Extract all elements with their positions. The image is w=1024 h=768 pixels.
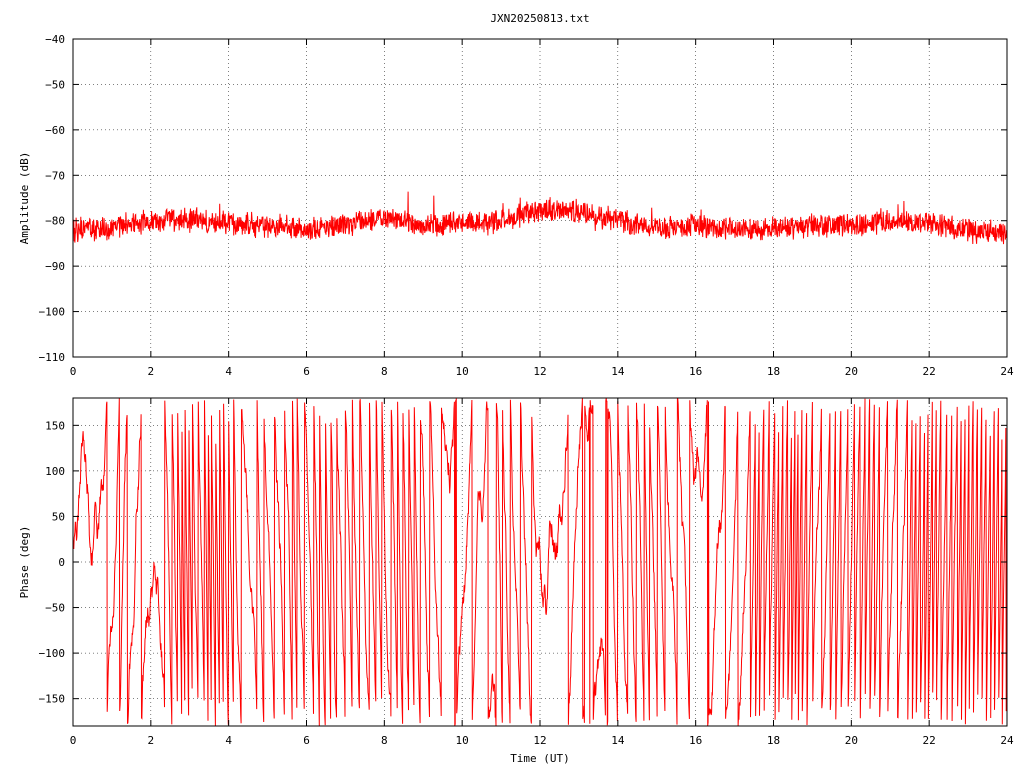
amplitude-y-tick-label: −80 <box>45 215 65 228</box>
phase-series-line <box>72 398 1008 726</box>
phase-x-tick-label: 24 <box>1000 734 1014 747</box>
amplitude-series-line <box>72 191 1008 245</box>
phase-x-tick-label: 16 <box>689 734 702 747</box>
phase-x-ticks: 0 2 4 6 8 10 12 14 16 18 20 22 24 <box>70 398 1014 747</box>
phase-y-tick-label: −150 <box>39 693 66 706</box>
phase-trace <box>72 398 1008 726</box>
phase-y-tick-label: 50 <box>52 510 65 523</box>
amplitude-x-tick-label: 12 <box>533 365 546 378</box>
phase-x-label: Time (UT) <box>510 752 570 765</box>
phase-x-tick-label: 22 <box>923 734 936 747</box>
phase-x-tick-label: 6 <box>303 734 310 747</box>
phase-y-label: Phase (deg) <box>18 526 31 599</box>
amplitude-y-tick-label: −110 <box>39 351 66 364</box>
amplitude-x-tick-label: 0 <box>70 365 77 378</box>
phase-y-tick-label: 0 <box>58 556 65 569</box>
phase-y-tick-label: −50 <box>45 602 65 615</box>
amplitude-x-tick-label: 2 <box>148 365 155 378</box>
amplitude-x-ticks: 0 2 4 6 8 10 12 14 16 18 20 22 24 <box>70 39 1014 378</box>
amplitude-y-label: Amplitude (dB) <box>18 152 31 245</box>
phase-x-tick-label: 2 <box>148 734 155 747</box>
amplitude-y-tick-label: −100 <box>39 306 66 319</box>
amplitude-y-tick-label: −40 <box>45 33 65 46</box>
phase-y-tick-label: 100 <box>45 465 65 478</box>
phase-x-tick-label: 4 <box>225 734 232 747</box>
amplitude-trace <box>72 191 1008 245</box>
amplitude-x-tick-label: 8 <box>381 365 388 378</box>
amplitude-x-tick-label: 20 <box>845 365 858 378</box>
amplitude-grid <box>73 39 1007 357</box>
phase-x-tick-label: 14 <box>611 734 625 747</box>
amplitude-x-tick-label: 18 <box>767 365 780 378</box>
amplitude-x-tick-label: 24 <box>1000 365 1014 378</box>
phase-x-tick-label: 0 <box>70 734 77 747</box>
phase-y-tick-label: −100 <box>39 647 66 660</box>
amplitude-x-tick-label: 6 <box>303 365 310 378</box>
amplitude-x-tick-label: 16 <box>689 365 702 378</box>
amplitude-x-tick-label: 22 <box>923 365 936 378</box>
chart-title: JXN20250813.txt <box>490 12 589 25</box>
amplitude-frame <box>72 38 1008 358</box>
phase-x-tick-label: 18 <box>767 734 780 747</box>
phase-x-tick-label: 10 <box>456 734 469 747</box>
phase-x-tick-label: 20 <box>845 734 858 747</box>
amplitude-y-tick-label: −90 <box>45 260 65 273</box>
phase-x-tick-label: 8 <box>381 734 388 747</box>
amplitude-x-tick-label: 14 <box>611 365 625 378</box>
amplitude-x-tick-label: 4 <box>225 365 232 378</box>
phase-y-ticks: 150 100 50 0 −50 −100 −150 <box>39 419 1007 706</box>
amplitude-y-tick-label: −60 <box>45 124 65 137</box>
amplitude-y-ticks: −40 −50 −60 −70 −80 −90 −100 −110 <box>39 33 1007 364</box>
amplitude-y-tick-label: −70 <box>45 169 65 182</box>
phase-x-tick-label: 12 <box>533 734 546 747</box>
phase-y-tick-label: 150 <box>45 419 65 432</box>
amplitude-y-tick-label: −50 <box>45 78 65 91</box>
amplitude-x-tick-label: 10 <box>456 365 469 378</box>
